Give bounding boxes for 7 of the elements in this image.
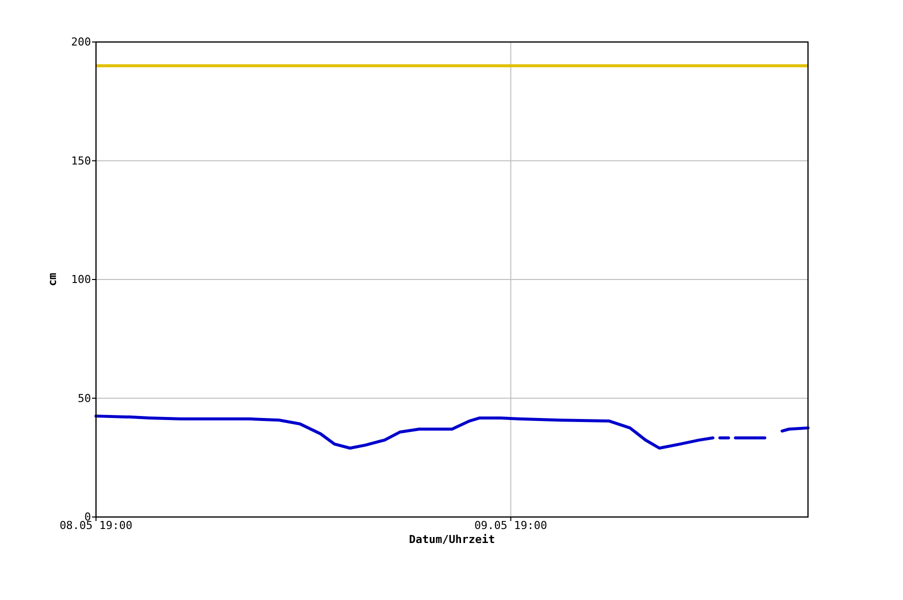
y-axis-title: cm [46, 272, 59, 286]
y-tick-label: 100 [71, 273, 91, 286]
y-tick-label: 150 [71, 154, 91, 168]
x-axis-title: Datum/Uhrzeit [408, 533, 496, 546]
y-tick-label: 200 [71, 36, 91, 49]
y-tick-label: 50 [78, 392, 91, 405]
x-tick-label: 09.05 19:00 [474, 519, 548, 532]
